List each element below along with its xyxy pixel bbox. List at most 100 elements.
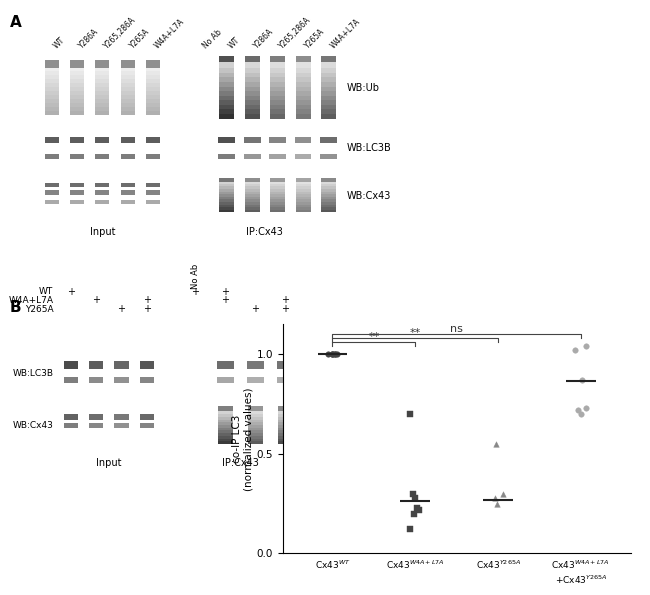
Bar — [278, 435, 293, 439]
Bar — [45, 154, 58, 158]
Bar — [70, 106, 84, 111]
Bar — [321, 85, 336, 91]
Bar — [278, 422, 293, 425]
Bar — [321, 186, 336, 189]
Text: +: + — [221, 296, 229, 305]
Bar — [219, 183, 234, 186]
Bar — [296, 71, 311, 77]
Bar — [244, 76, 260, 82]
Bar — [244, 81, 260, 87]
Bar — [219, 76, 234, 82]
Bar — [278, 433, 293, 436]
Bar — [121, 102, 135, 107]
Point — [330, 349, 341, 359]
Bar — [278, 416, 293, 420]
Bar — [121, 74, 135, 79]
Bar — [269, 137, 286, 143]
Bar — [296, 206, 311, 210]
Point — [327, 349, 337, 359]
Bar — [96, 102, 109, 107]
Bar — [45, 74, 58, 79]
Text: Y265,286A: Y265,286A — [278, 15, 313, 51]
Text: B: B — [10, 300, 21, 315]
Bar — [321, 76, 336, 82]
Bar — [296, 186, 311, 189]
Bar — [96, 94, 109, 99]
Bar — [64, 422, 78, 428]
Bar — [278, 411, 293, 414]
Bar — [244, 206, 260, 210]
Bar — [320, 154, 337, 158]
Bar — [96, 201, 109, 203]
Bar — [244, 188, 260, 192]
Bar — [146, 70, 160, 75]
Bar — [321, 191, 336, 194]
Bar — [45, 60, 58, 68]
Bar — [321, 178, 336, 182]
Bar — [96, 90, 109, 95]
Text: No Ab: No Ab — [202, 28, 224, 51]
Bar — [270, 180, 285, 184]
Bar — [218, 154, 235, 158]
Bar — [114, 377, 129, 383]
Bar — [244, 90, 260, 96]
Bar — [121, 82, 135, 87]
Bar — [219, 180, 234, 184]
Bar — [244, 180, 260, 184]
Text: WB:Cx43: WB:Cx43 — [346, 191, 391, 201]
Bar — [296, 95, 311, 101]
Point — [580, 342, 591, 351]
Bar — [219, 55, 234, 62]
Bar — [146, 78, 160, 83]
Bar — [219, 108, 234, 114]
Bar — [70, 90, 84, 95]
Bar — [89, 377, 103, 383]
Bar — [218, 414, 233, 417]
Bar — [146, 110, 160, 115]
Point — [577, 375, 587, 385]
Bar — [244, 67, 260, 73]
Bar — [278, 406, 293, 411]
Bar — [146, 190, 160, 195]
Bar — [70, 137, 84, 143]
Bar — [294, 154, 311, 158]
Point — [323, 349, 333, 359]
Bar — [244, 178, 260, 182]
Bar — [216, 377, 233, 383]
Text: **: ** — [368, 331, 380, 342]
Bar — [219, 95, 234, 101]
Point — [489, 493, 500, 502]
Bar — [244, 99, 260, 105]
Bar — [244, 112, 260, 118]
Bar — [244, 209, 260, 212]
Text: IP:Cx43: IP:Cx43 — [246, 227, 283, 237]
Point — [581, 403, 592, 413]
Bar — [321, 204, 336, 207]
Bar — [45, 137, 58, 143]
Point — [409, 509, 419, 518]
Bar — [146, 102, 160, 107]
Bar — [321, 180, 336, 184]
Bar — [270, 188, 285, 192]
Bar — [296, 201, 311, 205]
Text: Y286A: Y286A — [252, 27, 276, 51]
Bar — [64, 361, 78, 369]
Bar — [294, 137, 311, 143]
Bar — [146, 86, 160, 91]
Bar — [321, 71, 336, 77]
Bar — [270, 196, 285, 199]
Bar — [70, 66, 84, 71]
Bar — [248, 430, 263, 433]
Bar — [296, 193, 311, 197]
Bar — [296, 108, 311, 114]
Bar — [321, 193, 336, 197]
Bar — [121, 90, 135, 95]
Text: +: + — [67, 287, 75, 296]
Bar — [321, 90, 336, 96]
Bar — [244, 71, 260, 77]
Bar — [248, 416, 263, 420]
Point — [405, 525, 415, 534]
Bar — [219, 206, 234, 210]
Bar — [296, 81, 311, 87]
Bar — [218, 416, 233, 420]
